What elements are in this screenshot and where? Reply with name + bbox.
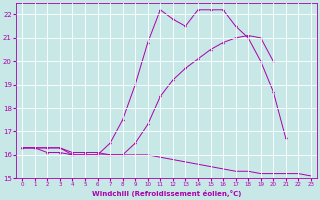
X-axis label: Windchill (Refroidissement éolien,°C): Windchill (Refroidissement éolien,°C) bbox=[92, 190, 241, 197]
